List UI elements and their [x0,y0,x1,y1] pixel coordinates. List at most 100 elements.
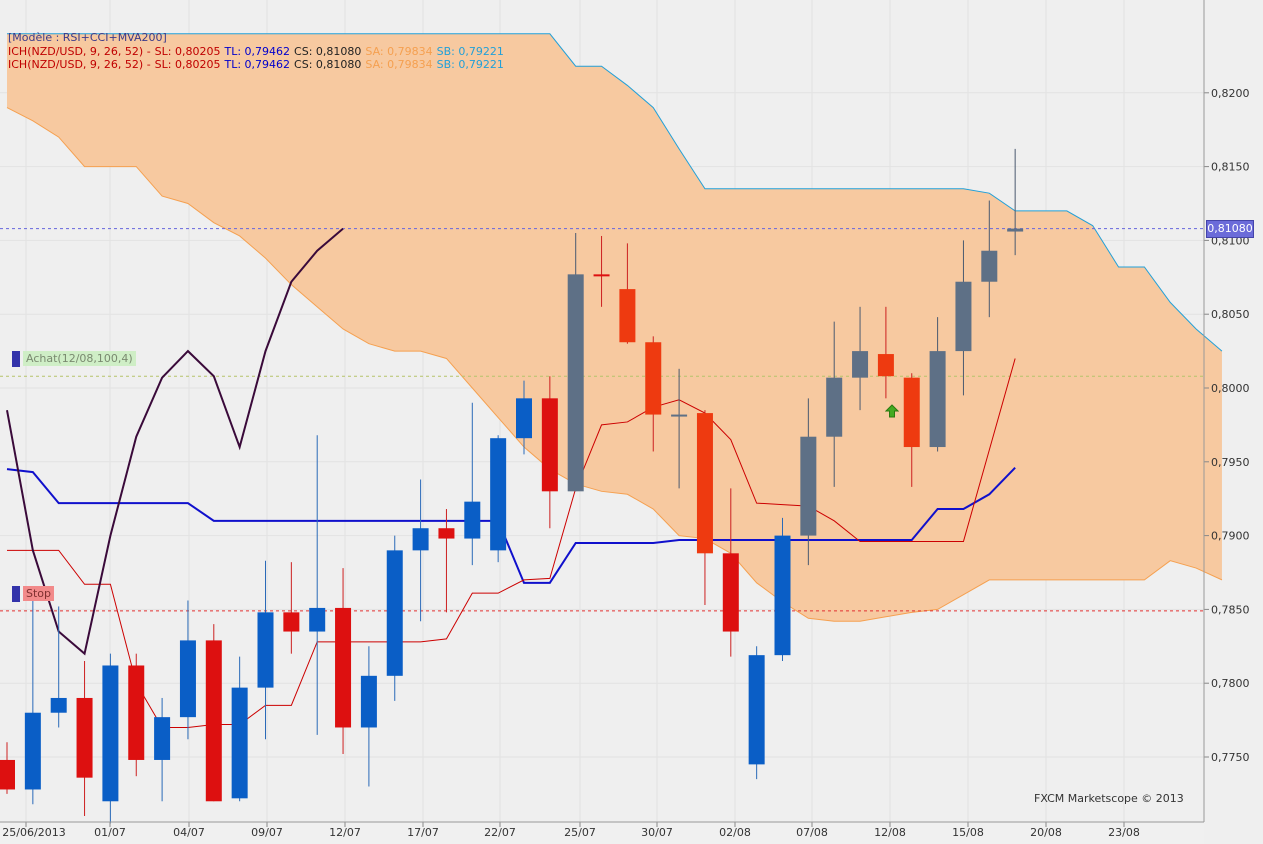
candle-body[interactable] [386,550,403,676]
candle-body[interactable] [360,675,377,728]
candle-body[interactable] [464,501,481,539]
candle[interactable] [205,624,222,802]
watermark: FXCM Marketscope © 2013 [1034,792,1184,805]
candle-body[interactable] [955,281,972,352]
candle[interactable] [309,435,326,735]
candle[interactable] [76,661,93,817]
candle[interactable] [722,488,739,657]
candle-body[interactable] [774,535,791,656]
candle[interactable] [671,368,688,489]
buy-order-tag[interactable]: Achat(12/08,100,4) [12,350,140,368]
candle[interactable] [386,535,403,701]
stop-order-label: Stop [23,586,55,601]
candle[interactable] [257,560,274,740]
candle-body[interactable] [283,612,300,632]
candle-body[interactable] [154,717,171,760]
candle[interactable] [490,435,507,563]
candle-body[interactable] [748,655,765,765]
candle[interactable] [748,646,765,780]
candle[interactable] [0,742,15,794]
candle[interactable] [412,479,429,622]
candle[interactable] [438,509,455,613]
candle[interactable] [360,646,377,787]
candle-body[interactable] [50,697,67,713]
candle[interactable] [24,594,41,805]
candle-body[interactable] [128,665,145,760]
candle-body[interactable] [541,398,558,492]
candle-body[interactable] [877,354,894,377]
candle-body[interactable] [645,342,662,415]
candle-body[interactable] [76,697,93,778]
candle[interactable] [128,653,145,777]
candle-body[interactable] [205,640,222,802]
candle[interactable] [154,697,171,802]
candle[interactable] [645,336,662,452]
sb-value: SB: 0,79221 [436,45,504,58]
candle-body[interactable] [438,528,455,539]
y-tick-label: 0,7950 [1211,456,1250,469]
candle[interactable] [593,235,610,307]
candle-body[interactable] [335,607,352,728]
x-tick-label: 15/08 [952,826,984,839]
candle[interactable] [877,306,894,399]
candle-body[interactable] [619,289,636,343]
candle[interactable] [774,517,791,662]
candle[interactable] [541,376,558,529]
y-tick-label: 0,7800 [1211,677,1250,690]
candle-body[interactable] [593,274,610,277]
candle-body[interactable] [826,377,843,437]
candle-body[interactable] [412,528,429,551]
x-axis: 25/06/2013 01/07 04/07 09/07 12/07 17/07 22/07… [2,822,1140,839]
candle-body[interactable] [903,377,920,448]
candle-body[interactable] [981,250,998,282]
candle[interactable] [826,321,843,487]
candle-body[interactable] [722,553,739,632]
candle-body[interactable] [257,612,274,688]
candle-body[interactable] [309,607,326,632]
candle-body[interactable] [490,438,507,551]
x-tick-label: 20/08 [1030,826,1062,839]
candle-body[interactable] [567,274,584,492]
candle-body[interactable] [516,398,532,439]
candle[interactable] [1007,148,1024,256]
stop-order-tag[interactable]: Stop [12,585,58,603]
candle[interactable] [955,240,972,396]
x-tick-label: 22/07 [484,826,516,839]
candle-body[interactable] [671,414,688,417]
candle-body[interactable] [1007,228,1024,232]
candle[interactable] [800,398,817,566]
candle-body[interactable] [852,351,869,378]
cloud-fill [7,33,1222,622]
candle[interactable] [929,317,946,452]
candle-body[interactable] [800,436,817,536]
candle-body[interactable] [179,640,196,718]
candle-body[interactable] [929,351,946,448]
candle-body[interactable] [102,665,119,802]
y-tick-label: 0,7850 [1211,603,1250,616]
candle[interactable] [852,306,869,411]
candle-body[interactable] [0,759,15,790]
order-levels [0,228,1204,612]
candle-body[interactable] [231,687,248,799]
candle[interactable] [567,233,584,492]
candle-body[interactable] [696,413,713,554]
candles[interactable] [0,148,1024,824]
candle[interactable] [231,656,248,802]
order-marker-icon [12,351,20,367]
candle[interactable] [903,373,920,487]
candle[interactable] [516,380,532,455]
sa-value-2: SA: 0,79834 [365,58,433,71]
candle[interactable] [335,568,352,755]
candle[interactable] [283,562,300,654]
candle[interactable] [179,600,196,740]
candle[interactable] [50,606,67,728]
candle[interactable] [464,402,481,566]
candle[interactable] [981,200,998,318]
candle[interactable] [102,653,119,824]
y-tick-label: 0,8150 [1211,161,1250,174]
ichimoku-cloud [6,33,1223,622]
candle-body[interactable] [24,712,41,790]
candle[interactable] [696,410,713,605]
candle[interactable] [619,243,636,344]
